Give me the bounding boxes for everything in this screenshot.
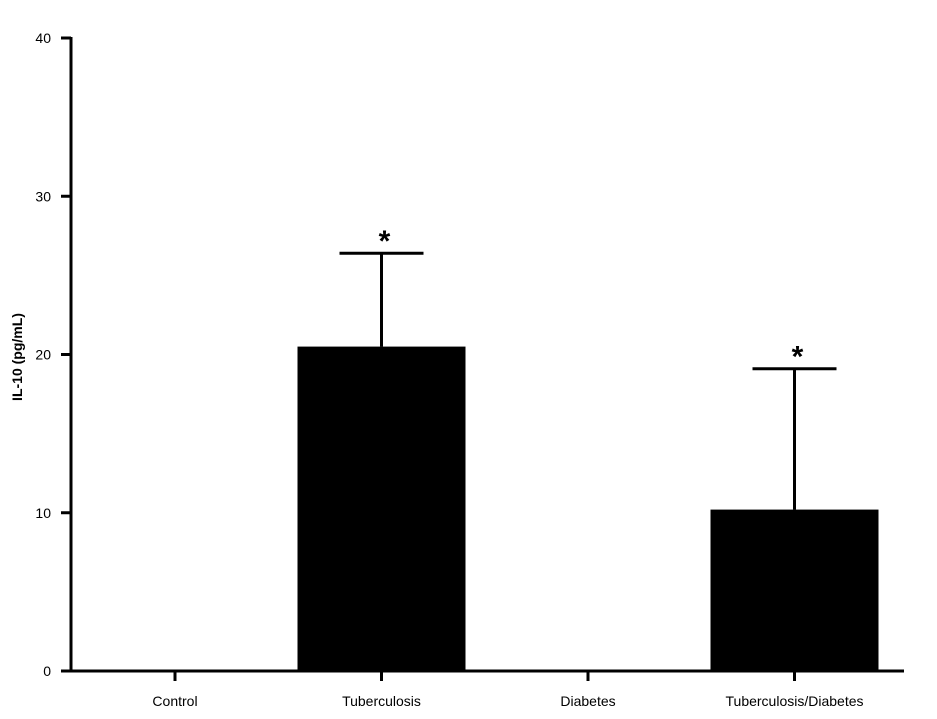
- y-tick-label: 0: [43, 663, 51, 679]
- bars-group: [297, 251, 879, 671]
- y-tick-label: 10: [35, 505, 51, 521]
- y-tick-label: 40: [35, 30, 51, 46]
- x-tick-label: Diabetes: [560, 693, 615, 709]
- x-tick-label: Tuberculosis/Diabetes: [726, 693, 864, 709]
- y-axis-title: IL-10 (pg/mL): [9, 313, 25, 401]
- x-tick-label: Tuberculosis: [342, 693, 421, 709]
- bar: [710, 509, 879, 671]
- bar: [297, 346, 466, 671]
- y-tick-label: 30: [35, 188, 51, 204]
- x-tick-label: Control: [152, 693, 197, 709]
- significance-marker: *: [379, 225, 391, 258]
- labels-group: 0 10 20 30 40 Control Tuberculosis * Diabetes Tub…: [35, 30, 863, 709]
- significance-marker: *: [792, 341, 804, 374]
- y-tick-label: 20: [35, 347, 51, 363]
